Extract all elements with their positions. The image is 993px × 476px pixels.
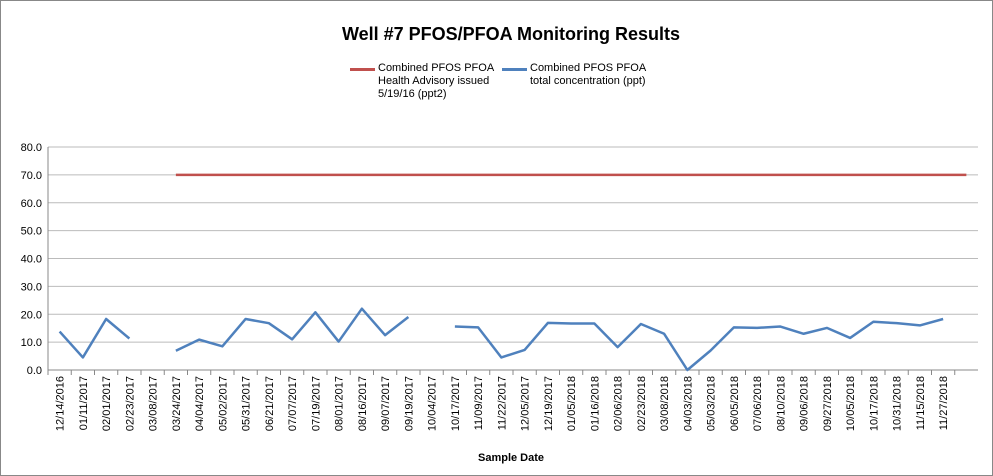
legend-swatch — [502, 68, 527, 71]
y-tick-label: 50.0 — [21, 226, 42, 238]
legend-swatch — [350, 68, 375, 71]
x-tick-label: 10/31/2018 — [892, 376, 904, 431]
y-tick-label: 60.0 — [21, 198, 42, 210]
x-tick-label: 04/04/2017 — [194, 376, 206, 431]
x-tick-label: 03/08/2018 — [659, 376, 671, 431]
y-tick-label: 80.0 — [21, 142, 42, 154]
x-tick-label: 10/04/2017 — [427, 376, 439, 431]
legend-label: Combined PFOS PFOA total concentration (… — [530, 62, 646, 87]
x-tick-label: 09/07/2017 — [380, 376, 392, 431]
x-tick-label: 10/17/2017 — [450, 376, 462, 431]
x-tick-label: 08/10/2018 — [775, 376, 787, 431]
x-tick-label: 07/06/2018 — [752, 376, 764, 431]
x-tick-label: 11/09/2017 — [473, 376, 485, 430]
x-tick-label: 02/06/2018 — [613, 376, 625, 431]
x-tick-label: 01/05/2018 — [566, 376, 578, 431]
y-tick-label: 0.0 — [27, 365, 42, 377]
x-axis-title: Sample Date — [478, 452, 544, 464]
x-tick-label: 07/19/2017 — [310, 376, 322, 431]
x-tick-label: 11/22/2017 — [496, 376, 508, 430]
x-tick-label: 06/05/2018 — [729, 376, 741, 431]
chart-title: Well #7 PFOS/PFOA Monitoring Results — [342, 24, 680, 44]
x-tick-label: 05/03/2018 — [706, 376, 718, 431]
y-tick-label: 70.0 — [21, 170, 42, 182]
x-tick-label: 12/05/2017 — [520, 376, 532, 431]
x-tick-label: 12/19/2017 — [543, 376, 555, 431]
y-tick-label: 30.0 — [21, 281, 42, 293]
x-tick-label: 11/15/2018 — [915, 376, 927, 430]
x-tick-label: 04/03/2018 — [682, 376, 694, 431]
x-tick-label: 01/11/2017 — [78, 376, 90, 430]
x-tick-label: 11/27/2018 — [938, 376, 950, 430]
x-tick-label: 01/16/2018 — [589, 376, 601, 431]
x-tick-label: 10/05/2018 — [845, 376, 857, 431]
x-tick-label: 05/02/2017 — [217, 376, 229, 431]
legend-label: Combined PFOS PFOA Health Advisory issue… — [378, 62, 494, 100]
x-tick-label: 02/23/2018 — [636, 376, 648, 431]
x-tick-label: 09/27/2018 — [822, 376, 834, 431]
line-series — [58, 307, 944, 372]
y-tick-label: 10.0 — [21, 337, 42, 349]
x-tick-label: 03/08/2017 — [148, 376, 160, 431]
x-tick-label: 05/31/2017 — [241, 376, 253, 431]
x-tick-label: 07/07/2017 — [287, 376, 299, 431]
x-tick-label: 02/23/2017 — [124, 376, 136, 431]
x-tick-label: 12/14/2016 — [55, 376, 67, 431]
x-tick-label: 06/21/2017 — [264, 376, 276, 431]
x-tick-label: 10/17/2018 — [868, 376, 880, 431]
x-tick-label: 09/06/2018 — [799, 376, 811, 431]
x-tick-label: 08/16/2017 — [357, 376, 369, 431]
y-tick-label: 20.0 — [21, 309, 42, 321]
x-tick-label: 03/24/2017 — [171, 376, 183, 431]
x-tick-label: 02/01/2017 — [101, 376, 113, 431]
x-tick-label: 08/01/2017 — [334, 376, 346, 431]
y-tick-label: 40.0 — [21, 254, 42, 266]
x-tick-label: 09/19/2017 — [403, 376, 415, 431]
